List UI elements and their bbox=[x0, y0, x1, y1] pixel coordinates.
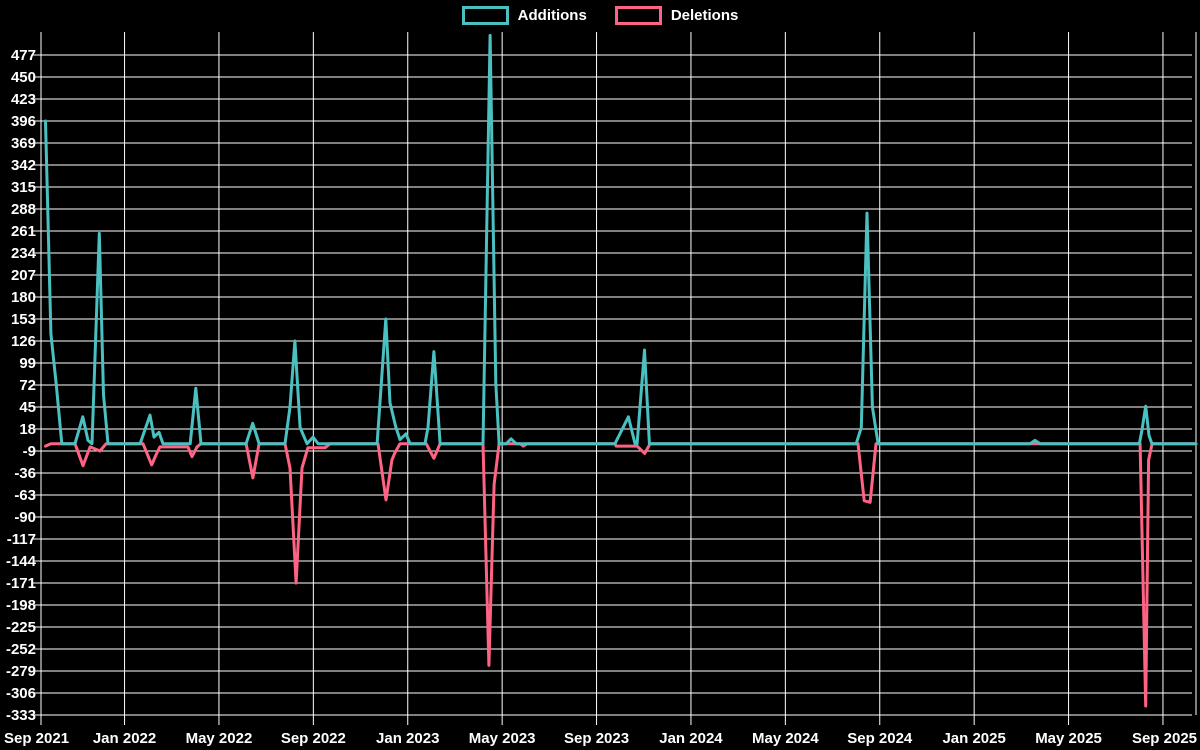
legend-item-deletions[interactable]: Deletions bbox=[614, 6, 739, 25]
gridlines bbox=[33, 32, 1197, 725]
x-tick-label: Jan 2025 bbox=[942, 730, 1005, 747]
x-tick-label: May 2022 bbox=[186, 730, 253, 747]
y-tick-label: 153 bbox=[11, 311, 36, 328]
x-tick-label: Sep 2023 bbox=[564, 730, 629, 747]
y-tick-label: -198 bbox=[6, 597, 36, 614]
y-tick-label: 45 bbox=[19, 399, 36, 416]
additions-swatch-icon bbox=[461, 6, 509, 25]
y-tick-label: -63 bbox=[14, 487, 36, 504]
y-tick-label: 288 bbox=[11, 201, 36, 218]
y-tick-label: -279 bbox=[6, 663, 36, 680]
y-tick-label: 369 bbox=[11, 135, 36, 152]
y-tick-label: 342 bbox=[11, 157, 36, 174]
x-tick-label: Sep 2021 bbox=[4, 730, 69, 747]
y-tick-label: 18 bbox=[19, 421, 36, 438]
y-tick-label: 99 bbox=[19, 355, 36, 372]
y-tick-label: 315 bbox=[11, 179, 36, 196]
y-tick-label: -117 bbox=[7, 531, 36, 548]
y-tick-label: 396 bbox=[11, 113, 36, 130]
y-tick-label: 234 bbox=[11, 245, 37, 262]
axis-tick-labels: 477 450 423 396 369 342 315 288 261 234 207 180 153 1… bbox=[4, 47, 1197, 747]
chart-legend: Additions Deletions bbox=[0, 6, 1200, 25]
legend-item-additions[interactable]: Additions bbox=[461, 6, 587, 25]
y-tick-label: 477 bbox=[11, 47, 36, 64]
x-tick-label: Jan 2022 bbox=[93, 730, 156, 747]
y-tick-label: -144 bbox=[6, 553, 37, 570]
y-tick-label: -252 bbox=[6, 641, 36, 658]
y-tick-label: 72 bbox=[19, 377, 36, 394]
legend-label-additions: Additions bbox=[517, 7, 587, 24]
y-tick-label: 423 bbox=[11, 91, 36, 108]
x-tick-label: Jan 2023 bbox=[376, 730, 439, 747]
y-tick-label: -333 bbox=[6, 707, 36, 724]
y-tick-label: -36 bbox=[14, 465, 36, 482]
y-tick-label: 261 bbox=[11, 223, 36, 240]
x-tick-label: Sep 2022 bbox=[281, 730, 346, 747]
additions-line bbox=[44, 33, 1198, 446]
y-tick-label: -9 bbox=[23, 443, 36, 460]
deletions-swatch-icon bbox=[614, 6, 662, 25]
y-tick-label: -90 bbox=[14, 509, 36, 526]
x-tick-label: May 2023 bbox=[469, 730, 536, 747]
x-tick-label: May 2025 bbox=[1035, 730, 1102, 747]
y-tick-label: 207 bbox=[11, 267, 36, 284]
y-tick-label: 180 bbox=[11, 289, 36, 306]
x-tick-label: Sep 2025 bbox=[1132, 730, 1197, 747]
y-tick-label: 126 bbox=[11, 333, 36, 350]
y-tick-label: -225 bbox=[6, 619, 36, 636]
y-tick-label: -171 bbox=[6, 575, 36, 592]
y-tick-label: 450 bbox=[11, 69, 36, 86]
x-tick-label: Jan 2024 bbox=[659, 730, 723, 747]
legend-label-deletions: Deletions bbox=[670, 7, 739, 24]
x-tick-label: May 2024 bbox=[752, 730, 819, 747]
series-lines bbox=[44, 33, 1198, 708]
y-tick-label: -306 bbox=[6, 685, 36, 702]
deletions-line bbox=[44, 442, 1198, 708]
x-tick-label: Sep 2024 bbox=[847, 730, 913, 747]
